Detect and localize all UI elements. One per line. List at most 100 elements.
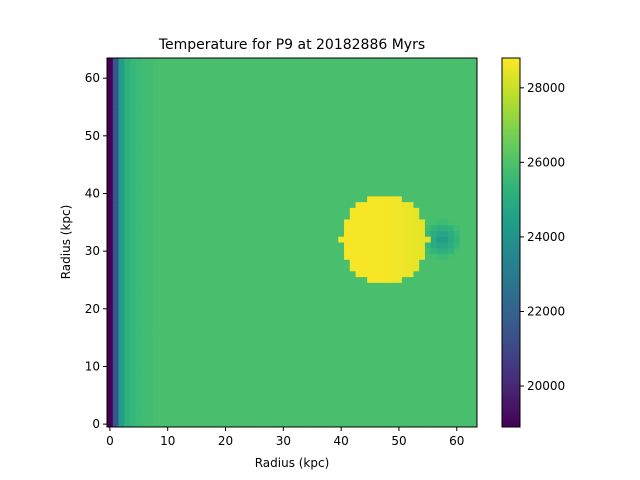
heatmap-cell bbox=[326, 75, 333, 82]
heatmap-cell bbox=[326, 219, 333, 226]
heatmap-cell bbox=[245, 69, 252, 76]
heatmap-cell bbox=[124, 288, 131, 295]
heatmap-cell bbox=[390, 109, 397, 117]
heatmap-cell bbox=[182, 328, 189, 336]
heatmap-cell bbox=[338, 179, 345, 186]
heatmap-cell bbox=[153, 109, 160, 117]
heatmap-cell bbox=[286, 409, 293, 416]
heatmap-cell bbox=[442, 202, 449, 209]
heatmap-cell bbox=[315, 311, 322, 318]
heatmap-cell bbox=[396, 421, 403, 428]
heatmap-cell bbox=[355, 219, 362, 226]
heatmap-cell bbox=[292, 294, 299, 301]
heatmap-cell bbox=[315, 248, 322, 255]
heatmap-cell bbox=[257, 127, 264, 134]
heatmap-cell bbox=[164, 150, 171, 157]
heatmap-cell bbox=[147, 259, 154, 266]
heatmap-cell bbox=[153, 386, 160, 393]
heatmap-cell bbox=[419, 363, 426, 370]
heatmap-cell bbox=[338, 328, 345, 336]
heatmap-cell bbox=[471, 323, 478, 330]
heatmap-cell bbox=[326, 230, 333, 238]
heatmap-cell bbox=[320, 392, 328, 399]
heatmap-cell bbox=[263, 265, 270, 272]
heatmap-cell bbox=[234, 167, 241, 174]
heatmap-cell bbox=[442, 109, 449, 117]
heatmap-cell bbox=[292, 69, 299, 76]
heatmap-cell bbox=[448, 328, 455, 336]
heatmap-cell bbox=[124, 132, 131, 140]
heatmap-cell bbox=[367, 173, 374, 180]
heatmap-cell bbox=[407, 369, 414, 376]
heatmap-cell bbox=[292, 75, 299, 82]
heatmap-cell bbox=[424, 236, 432, 243]
heatmap-cell bbox=[309, 409, 316, 416]
heatmap-cell bbox=[309, 403, 316, 411]
heatmap-cell bbox=[378, 317, 385, 324]
heatmap-cell bbox=[384, 334, 391, 341]
heatmap-cell bbox=[361, 225, 368, 232]
heatmap-cell bbox=[141, 242, 148, 249]
heatmap-cell bbox=[436, 86, 443, 93]
heatmap-cell bbox=[164, 236, 171, 243]
heatmap-cell bbox=[107, 213, 114, 220]
heatmap-cell bbox=[211, 173, 218, 180]
heatmap-cell bbox=[378, 219, 385, 226]
heatmap-cell bbox=[147, 236, 154, 243]
heatmap-cell bbox=[320, 144, 328, 151]
heatmap-cell bbox=[320, 254, 328, 261]
heatmap-cell bbox=[303, 150, 310, 157]
heatmap-cell bbox=[257, 230, 264, 238]
heatmap-cell bbox=[419, 230, 426, 238]
heatmap-cell bbox=[112, 271, 119, 278]
heatmap-cell bbox=[193, 271, 200, 278]
heatmap-cell bbox=[442, 213, 449, 220]
heatmap-cell bbox=[251, 282, 258, 290]
heatmap-cell bbox=[384, 98, 391, 105]
heatmap-cell bbox=[263, 352, 270, 359]
heatmap-cell bbox=[164, 219, 171, 226]
heatmap-cell bbox=[170, 305, 177, 313]
heatmap-cell bbox=[159, 317, 166, 324]
heatmap-cell bbox=[309, 115, 316, 122]
heatmap-cell bbox=[257, 179, 264, 186]
heatmap-cell bbox=[419, 282, 426, 290]
heatmap-cell bbox=[424, 340, 432, 347]
heatmap-cell bbox=[245, 311, 252, 318]
heatmap-cell bbox=[413, 288, 420, 295]
heatmap-cell bbox=[436, 300, 443, 307]
heatmap-cell bbox=[164, 311, 171, 318]
heatmap-cell bbox=[141, 150, 148, 157]
heatmap-cell bbox=[396, 403, 403, 411]
heatmap-cell bbox=[436, 202, 443, 209]
heatmap-cell bbox=[401, 213, 409, 220]
heatmap-cell bbox=[268, 184, 276, 192]
heatmap-cell bbox=[355, 184, 362, 192]
heatmap-cell bbox=[297, 92, 304, 99]
heatmap-cell bbox=[274, 248, 281, 255]
heatmap-cell bbox=[396, 58, 403, 65]
heatmap-cell bbox=[141, 386, 148, 393]
heatmap-cell bbox=[390, 127, 397, 134]
heatmap-cell bbox=[239, 121, 247, 128]
heatmap-cell bbox=[268, 104, 276, 111]
heatmap-cell bbox=[436, 225, 443, 232]
heatmap-cell bbox=[159, 357, 166, 364]
heatmap-cell bbox=[355, 81, 362, 88]
heatmap-cell bbox=[176, 207, 183, 215]
heatmap-cell bbox=[303, 340, 310, 347]
heatmap-cell bbox=[378, 150, 385, 157]
heatmap-cell bbox=[170, 138, 177, 145]
heatmap-cell bbox=[263, 271, 270, 278]
heatmap-cell bbox=[320, 421, 328, 428]
heatmap-cell bbox=[286, 161, 293, 168]
heatmap-cell bbox=[112, 69, 119, 76]
heatmap-cell bbox=[401, 138, 409, 145]
heatmap-cell bbox=[367, 311, 374, 318]
heatmap-cell bbox=[344, 248, 351, 255]
heatmap-cell bbox=[268, 236, 276, 243]
heatmap-cell bbox=[332, 265, 339, 272]
heatmap-cell bbox=[448, 75, 455, 82]
heatmap-cell bbox=[355, 236, 362, 243]
heatmap-cell bbox=[112, 92, 119, 99]
